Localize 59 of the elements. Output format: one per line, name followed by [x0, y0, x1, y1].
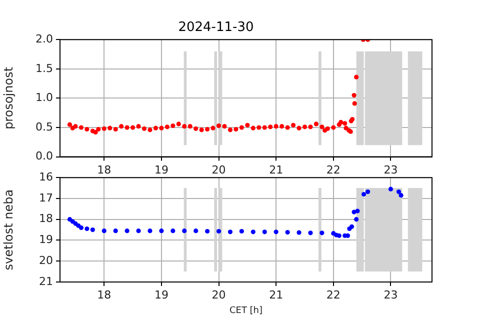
y-tick-label: 17 [39, 191, 53, 204]
y-axis-title: prosojnost [1, 66, 16, 130]
point [388, 186, 394, 192]
x-tick-label: 23 [384, 288, 398, 302]
point [90, 228, 95, 232]
x-tick-label: 22 [326, 163, 340, 176]
y-tick-label: 2.0 [36, 32, 53, 46]
point [349, 224, 354, 229]
x-tick-label: 20 [212, 163, 226, 176]
point [355, 208, 360, 214]
point [239, 228, 244, 234]
chart-title: 2024-11-30 [178, 20, 254, 36]
point [396, 190, 402, 194]
x-tick-label: 20 [212, 288, 226, 302]
y-tick-label: 0.5 [36, 120, 53, 134]
x-tick-label: 18 [97, 163, 112, 176]
point [336, 233, 342, 238]
x-tick-label: 22 [326, 288, 340, 302]
point [78, 225, 84, 230]
point [194, 228, 198, 234]
point [124, 228, 130, 234]
y-tick-label: 18 [39, 212, 53, 226]
point [285, 230, 290, 235]
point [296, 230, 302, 235]
point [136, 228, 141, 234]
y-tick-label: 1.5 [36, 62, 53, 75]
y-tick-label: 19 [39, 233, 53, 246]
point [216, 228, 222, 234]
point [308, 230, 313, 236]
y-tick-label: 16 [39, 170, 53, 184]
point [228, 230, 233, 234]
point [102, 228, 106, 234]
point [84, 226, 90, 232]
point [354, 217, 359, 222]
point [320, 230, 324, 236]
y-tick-label: 20 [39, 254, 53, 267]
y-tick-label: 0.0 [36, 150, 53, 163]
x-tick-label: 19 [154, 163, 168, 176]
point [182, 228, 187, 234]
point [274, 230, 278, 234]
point [366, 190, 370, 194]
point [205, 228, 210, 234]
x-axis-title: CET [h] [229, 306, 263, 316]
point [361, 192, 366, 197]
x-tick-label: 21 [269, 163, 284, 176]
point [398, 193, 404, 198]
y-tick-label: 21 [39, 274, 53, 288]
y-tick-label: 1.0 [36, 91, 53, 104]
x-tick-label: 23 [384, 163, 398, 176]
point [170, 228, 176, 234]
point [262, 230, 267, 234]
x-tick-label: 19 [154, 288, 168, 302]
point [113, 228, 118, 234]
point [250, 230, 256, 234]
x-tick-label: 21 [269, 288, 284, 302]
x-tick-label: 18 [97, 288, 112, 302]
y-axis-title: svetlost neba [1, 189, 16, 270]
point [148, 228, 152, 234]
point [159, 228, 164, 234]
